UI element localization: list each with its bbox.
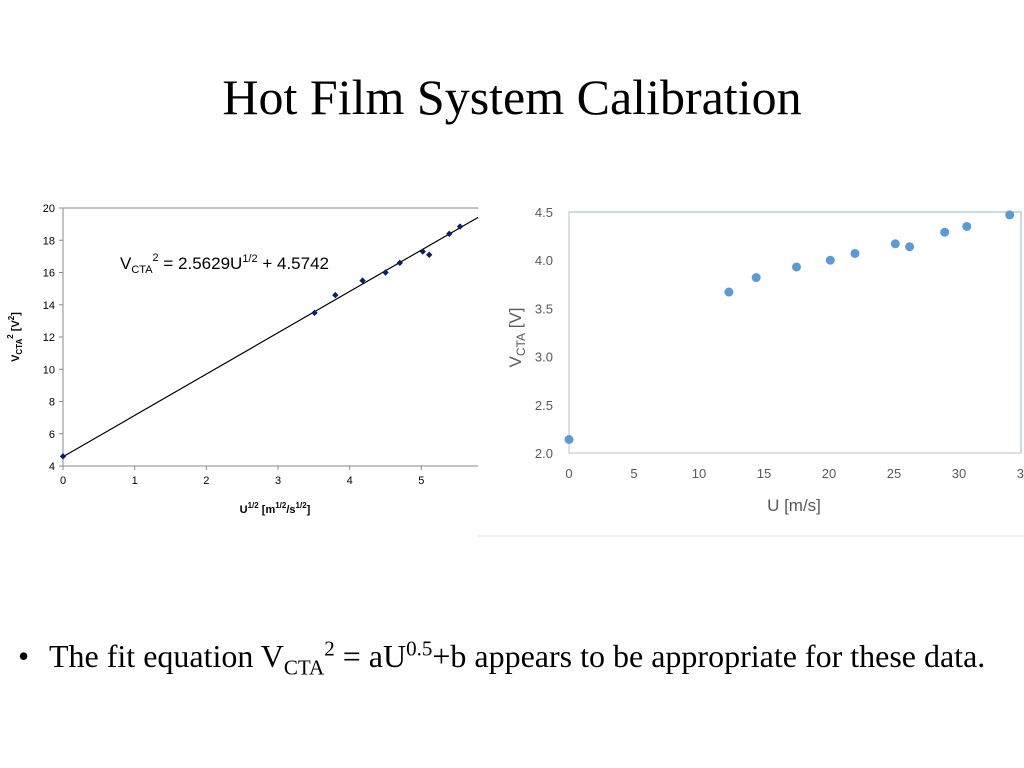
annotation-exp: 1/2 (242, 253, 257, 265)
x-tick-label: 0 (565, 466, 572, 481)
bullet-superscript: 2 (324, 636, 335, 661)
x-label-sup: 1/2 (248, 501, 260, 510)
fit-line (62, 216, 478, 458)
chart-calibration-squared: 0123456468101214161820VCTA2 = 2.5629U1/2… (6, 203, 478, 516)
x-tick-label: 5 (418, 475, 424, 487)
y-tick-label: 12 (43, 332, 55, 344)
y-label-end: [V] (506, 308, 525, 334)
bullet-marker: • (18, 638, 30, 674)
x-tick-label: 0 (60, 475, 66, 487)
bullet-suffix: +b appears to be appropriate for these d… (432, 638, 986, 674)
x-tick-label: 10 (692, 466, 706, 481)
bullet-exponent: 0.5 (406, 636, 433, 661)
y-label-unit: [V (10, 320, 22, 335)
data-point-circle (792, 262, 801, 272)
y-tick-label: 4 (49, 461, 55, 473)
x-tick-label: 5 (630, 466, 637, 481)
data-point-diamond (311, 309, 318, 317)
y-label-base: V (506, 355, 525, 367)
x-tick-label: 25 (887, 466, 901, 481)
bullet-subscript: CTA (283, 655, 325, 680)
data-point-diamond (382, 269, 389, 276)
y-axis-label: VCTA [V] (506, 308, 528, 368)
y-tick-label: 14 (43, 300, 55, 312)
data-point-circle (1005, 210, 1015, 220)
data-point-circle (890, 239, 900, 249)
y-tick-label: 2.5 (535, 398, 553, 413)
y-tick-label: 3.0 (535, 350, 553, 365)
plot-frame (568, 211, 1022, 454)
annotation-sub: CTA (131, 264, 153, 276)
y-label-sub: CTA (514, 333, 528, 356)
x-tick-label: 1 (132, 475, 138, 487)
data-point-diamond (426, 251, 433, 258)
data-point-circle (940, 227, 950, 237)
x-tick-label: 30 (952, 466, 966, 481)
x-label-sup: 1/2 (275, 501, 287, 510)
y-tick-label: 2.0 (535, 446, 553, 461)
data-point-diamond (359, 277, 366, 284)
data-point-diamond (419, 248, 426, 255)
x-label-mid: [m (259, 504, 276, 516)
x-label-sup: 1/2 (296, 501, 308, 510)
annotation-sup: 2 (153, 252, 159, 264)
y-axis-label: VCTA2 [V2] (6, 312, 24, 362)
data-point-diamond (396, 259, 404, 267)
y-label-sup: 2 (6, 334, 15, 339)
data-point-circle (724, 287, 734, 297)
x-axis-label: U1/2 [m1/2/s1/2] (240, 501, 311, 516)
data-point-diamond (446, 230, 453, 237)
annotation-mid: = 2.5629U (159, 254, 243, 273)
y-tick-label: 6 (49, 429, 55, 441)
data-point-circle (564, 435, 574, 445)
x-tick-label: 20 (822, 466, 836, 481)
y-tick-label: 8 (49, 397, 55, 409)
x-label-end: ] (307, 504, 311, 516)
bullet-prefix: The fit equation V (49, 638, 284, 674)
y-label-sub: CTA (15, 339, 24, 355)
bullet-text: The fit equation VCTA2 = aU0.5+b appears… (49, 634, 999, 678)
data-point-circle (751, 273, 761, 283)
y-tick-label: 16 (43, 268, 55, 280)
data-point-circle (962, 221, 972, 231)
slide-title: Hot Film System Calibration (222, 69, 802, 125)
data-point-diamond (456, 223, 464, 230)
data-point-circle (905, 242, 915, 252)
annotation-end: + 4.5742 (258, 254, 329, 273)
y-label-unit-sup: 2 (7, 315, 16, 320)
y-tick-label: 18 (43, 235, 55, 247)
y-label-base: V (10, 354, 22, 362)
y-tick-label: 4.5 (535, 205, 553, 220)
y-tick-label: 4.0 (535, 253, 553, 268)
data-point-circle (825, 255, 835, 265)
y-tick-label: 10 (43, 364, 55, 376)
y-tick-label: 20 (43, 203, 55, 215)
y-label-end: ] (10, 312, 22, 316)
data-point-diamond (332, 291, 339, 299)
bullet-middle: = aU (334, 638, 407, 674)
annotation-base: V (120, 254, 132, 273)
x-label-base: U (240, 504, 248, 516)
chart-voltage-vs-velocity: 0 5 10 15 20 25 30 35 2.0 2.5 3.0 3.5 4.0 4.5 U [m/s] V… (478, 205, 1024, 537)
x-tick-label: 3 (275, 475, 281, 487)
data-point-diamond (59, 453, 67, 460)
y-tick-label: 3.5 (535, 301, 553, 316)
x-label-mid: /s (286, 504, 295, 516)
x-tick-label: 15 (757, 466, 771, 481)
x-tick-label: 35 (1017, 466, 1024, 481)
data-point-circle (850, 248, 860, 258)
fit-equation-annotation: VCTA2 = 2.5629U1/2 + 4.5742 (120, 252, 329, 276)
x-tick-label: 4 (347, 475, 353, 487)
x-axis-label: U [m/s] (767, 496, 821, 515)
x-tick-label: 2 (203, 475, 209, 487)
